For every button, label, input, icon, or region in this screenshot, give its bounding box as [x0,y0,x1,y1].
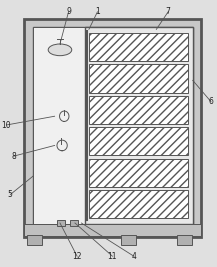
Text: 10: 10 [2,120,11,129]
Text: 7: 7 [166,7,171,16]
Bar [33,27,88,224]
Bar [89,96,188,124]
Text: 8: 8 [12,152,16,160]
Ellipse shape [48,44,72,56]
Bar [89,64,188,92]
Bar [177,235,192,245]
Text: 9: 9 [66,7,71,16]
Text: 12: 12 [72,252,82,261]
Text: 1: 1 [95,7,100,16]
Bar [89,190,188,218]
Bar [24,19,201,237]
Bar [27,235,42,245]
Bar [24,224,201,236]
Bar [121,235,136,245]
Text: 11: 11 [108,252,117,261]
Bar [70,220,78,226]
Bar [57,220,65,226]
Bar [89,33,188,61]
Text: 5: 5 [8,190,13,199]
Text: 4: 4 [132,252,136,261]
Bar [85,27,193,224]
Bar [33,27,193,224]
Text: 6: 6 [209,97,213,106]
Bar [89,159,188,187]
Bar [89,127,188,155]
